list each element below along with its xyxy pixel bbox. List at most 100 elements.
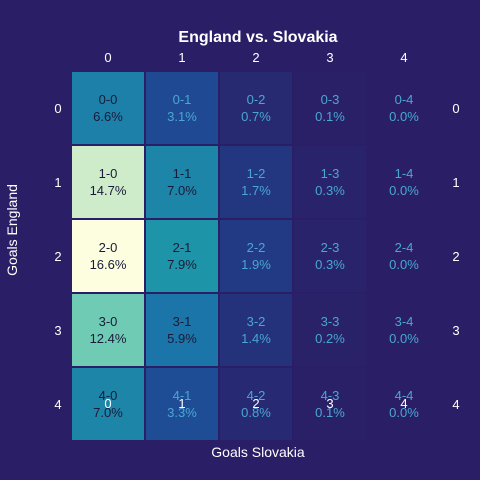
y-axis-label: Goals England <box>4 184 20 276</box>
y-tick-label-right: 4 <box>452 397 459 412</box>
cell-probability-label: 5.9% <box>167 331 197 346</box>
cell-score-label: 2-1 <box>173 240 192 255</box>
cell-score-label: 4-1 <box>173 388 192 403</box>
chart-title: England vs. Slovakia <box>178 29 337 46</box>
cell-probability-label: 0.3% <box>315 257 345 272</box>
heatmap-cell <box>72 72 144 144</box>
cell-score-label: 1-0 <box>99 166 118 181</box>
cell-probability-label: 6.6% <box>93 109 123 124</box>
cell-score-label: 1-4 <box>395 166 414 181</box>
cell-score-label: 2-4 <box>395 240 414 255</box>
x-tick-label-bottom: 3 <box>326 396 333 411</box>
cell-score-label: 4-0 <box>99 388 118 403</box>
x-tick-label-bottom: 1 <box>178 396 185 411</box>
heatmap-cells: 0-06.6%0-13.1%0-20.7%0-30.1%0-40.0%1-014… <box>72 72 440 440</box>
cell-probability-label: 0.0% <box>389 405 419 420</box>
heatmap-cell <box>72 220 144 292</box>
heatmap-cell <box>294 294 366 366</box>
cell-probability-label: 7.9% <box>167 257 197 272</box>
x-tick-label-bottom: 2 <box>252 396 259 411</box>
cell-probability-label: 16.6% <box>90 257 127 272</box>
cell-score-label: 1-3 <box>321 166 340 181</box>
y-tick-label-left: 3 <box>54 323 61 338</box>
cell-score-label: 0-1 <box>173 92 192 107</box>
x-tick-label-top: 0 <box>104 50 111 65</box>
heatmap-cell <box>368 72 440 144</box>
y-tick-label-right: 2 <box>452 249 459 264</box>
cell-score-label: 4-3 <box>321 388 340 403</box>
cell-score-label: 4-4 <box>395 388 414 403</box>
cell-score-label: 3-0 <box>99 314 118 329</box>
heatmap-cell <box>294 220 366 292</box>
cell-probability-label: 1.4% <box>241 331 271 346</box>
x-tick-label-top: 2 <box>252 50 259 65</box>
heatmap-cell <box>72 368 144 440</box>
heatmap-cell <box>72 294 144 366</box>
heatmap-cell <box>368 146 440 218</box>
cell-probability-label: 0.1% <box>315 405 345 420</box>
cell-score-label: 2-3 <box>321 240 340 255</box>
cell-score-label: 1-1 <box>173 166 192 181</box>
heatmap-cell <box>220 220 292 292</box>
cell-probability-label: 0.3% <box>315 183 345 198</box>
y-tick-label-right: 0 <box>452 101 459 116</box>
left-axis-ticks: 0 1 2 3 4 <box>54 101 61 412</box>
cell-probability-label: 1.7% <box>241 183 271 198</box>
cell-probability-label: 0.2% <box>315 331 345 346</box>
cell-probability-label: 7.0% <box>167 183 197 198</box>
right-axis-ticks: 0 1 2 3 4 <box>452 101 459 412</box>
heatmap-cell <box>72 146 144 218</box>
x-axis-label: Goals Slovakia <box>211 444 305 460</box>
heatmap-cell <box>368 220 440 292</box>
heatmap-cell <box>294 72 366 144</box>
cell-probability-label: 0.0% <box>389 183 419 198</box>
y-tick-label-left: 4 <box>54 397 61 412</box>
heatmap-cell <box>220 72 292 144</box>
cell-probability-label: 14.7% <box>90 183 127 198</box>
cell-score-label: 0-4 <box>395 92 414 107</box>
cell-probability-label: 0.1% <box>315 109 345 124</box>
cell-score-label: 2-0 <box>99 240 118 255</box>
cell-probability-label: 12.4% <box>90 331 127 346</box>
y-tick-label-right: 1 <box>452 175 459 190</box>
cell-probability-label: 0.8% <box>241 405 271 420</box>
cell-score-label: 0-0 <box>99 92 118 107</box>
cell-score-label: 0-3 <box>321 92 340 107</box>
y-tick-label-left: 1 <box>54 175 61 190</box>
cell-score-label: 3-1 <box>173 314 192 329</box>
heatmap-cell <box>146 146 218 218</box>
heatmap-cell <box>146 368 218 440</box>
heatmap-cell <box>146 220 218 292</box>
heatmap-cell <box>146 294 218 366</box>
x-tick-label-bottom: 4 <box>400 396 407 411</box>
heatmap-cell <box>368 368 440 440</box>
cell-score-label: 0-2 <box>247 92 266 107</box>
cell-score-label: 3-4 <box>395 314 414 329</box>
y-tick-label-right: 3 <box>452 323 459 338</box>
heatmap-cell <box>220 294 292 366</box>
x-tick-label-top: 1 <box>178 50 185 65</box>
heatmap-cell <box>220 368 292 440</box>
cell-score-label: 1-2 <box>247 166 266 181</box>
x-tick-label-bottom: 0 <box>104 396 111 411</box>
bottom-axis-ticks: 0 1 2 3 4 <box>104 396 407 411</box>
cell-probability-label: 3.1% <box>167 109 197 124</box>
cell-probability-label: 0.0% <box>389 109 419 124</box>
heatmap-cell <box>220 146 292 218</box>
cell-probability-label: 0.0% <box>389 331 419 346</box>
cell-probability-label: 7.0% <box>93 405 123 420</box>
cell-probability-label: 0.7% <box>241 109 271 124</box>
cell-score-label: 4-2 <box>247 388 266 403</box>
heatmap-cell <box>146 72 218 144</box>
x-tick-label-top: 3 <box>326 50 333 65</box>
top-axis-ticks: 0 1 2 3 4 <box>104 50 407 65</box>
cell-score-label: 2-2 <box>247 240 266 255</box>
cell-probability-label: 3.3% <box>167 405 197 420</box>
cell-probability-label: 1.9% <box>241 257 271 272</box>
heatmap-cell <box>294 146 366 218</box>
cell-probability-label: 0.0% <box>389 257 419 272</box>
cell-score-label: 3-3 <box>321 314 340 329</box>
heatmap-cell <box>294 368 366 440</box>
cell-score-label: 3-2 <box>247 314 266 329</box>
y-tick-label-left: 2 <box>54 249 61 264</box>
